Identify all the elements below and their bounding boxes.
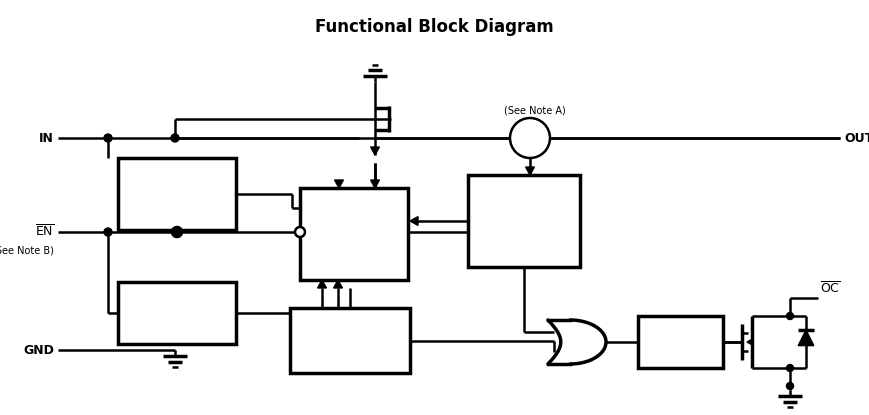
- Polygon shape: [334, 280, 342, 288]
- Bar: [300, 188, 408, 280]
- Circle shape: [104, 228, 112, 236]
- Text: (See Note A): (See Note A): [504, 105, 566, 115]
- Text: Pump: Pump: [157, 196, 197, 210]
- Polygon shape: [370, 147, 380, 155]
- Polygon shape: [317, 280, 327, 288]
- Bar: [638, 316, 723, 368]
- Circle shape: [171, 134, 179, 142]
- Bar: [290, 308, 410, 373]
- Polygon shape: [370, 180, 380, 188]
- Text: OUT: OUT: [844, 132, 869, 144]
- Text: IN: IN: [39, 132, 54, 144]
- Text: Limit: Limit: [507, 224, 541, 237]
- Text: (See Note B): (See Note B): [0, 245, 54, 255]
- Circle shape: [786, 364, 793, 371]
- Text: Functional Block Diagram: Functional Block Diagram: [315, 18, 554, 36]
- Bar: [468, 175, 580, 267]
- Circle shape: [172, 227, 182, 237]
- Text: GND: GND: [23, 344, 54, 356]
- Polygon shape: [799, 330, 813, 346]
- Circle shape: [295, 227, 305, 237]
- Circle shape: [786, 383, 793, 390]
- Text: Deglitch: Deglitch: [652, 335, 709, 349]
- Text: Thermal: Thermal: [322, 325, 379, 338]
- Text: $\overline{\mathrm{OC}}$: $\overline{\mathrm{OC}}$: [820, 281, 840, 296]
- Text: Sense: Sense: [328, 343, 371, 356]
- Circle shape: [173, 228, 181, 236]
- Bar: [118, 282, 236, 344]
- Polygon shape: [410, 217, 418, 225]
- Text: Current: Current: [497, 205, 551, 219]
- Polygon shape: [335, 180, 343, 188]
- Polygon shape: [747, 339, 753, 345]
- Text: $\overline{\mathrm{EN}}$: $\overline{\mathrm{EN}}$: [35, 224, 54, 240]
- Circle shape: [104, 134, 112, 142]
- Bar: [118, 158, 236, 230]
- Text: CS: CS: [521, 132, 539, 144]
- Circle shape: [510, 118, 550, 158]
- Circle shape: [786, 312, 793, 320]
- Text: Charge: Charge: [152, 178, 202, 191]
- Text: Driver: Driver: [332, 227, 375, 241]
- Polygon shape: [526, 167, 534, 175]
- Text: UVLO: UVLO: [158, 307, 196, 320]
